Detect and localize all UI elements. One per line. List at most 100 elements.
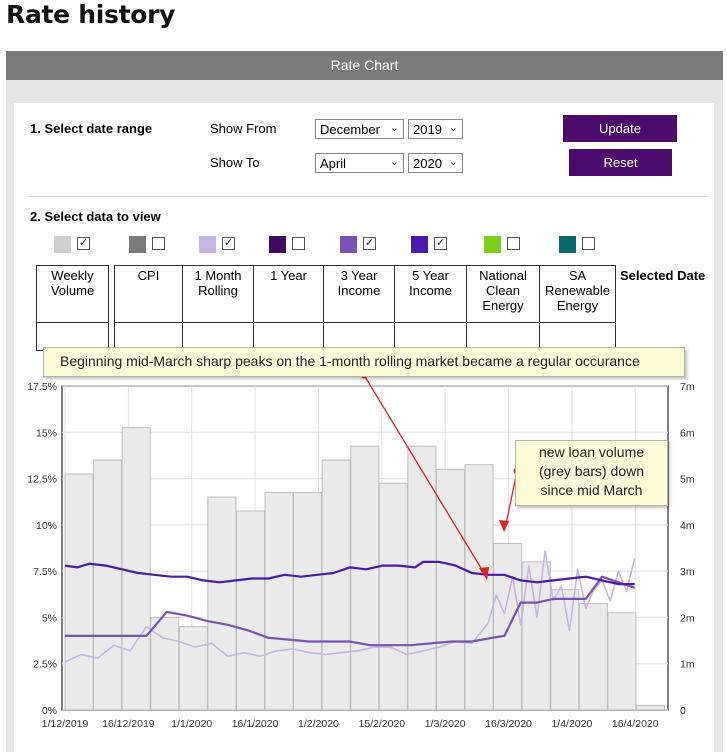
to-year-select[interactable]: 2020 ⌄: [408, 153, 463, 173]
volume-bar: [607, 612, 637, 711]
volume-bar: [121, 427, 151, 711]
header-line: 1 Month: [194, 268, 242, 283]
series-line: [64, 560, 635, 586]
checkbox-1-year[interactable]: [292, 237, 305, 250]
header-line: 3 Year: [340, 268, 378, 283]
checkbox-1-month-rolling[interactable]: ✓: [222, 237, 235, 250]
step2-label: 2. Select data to view: [30, 209, 161, 224]
header-line: Renewable: [544, 283, 611, 298]
volume-bar: [207, 496, 237, 711]
from-year-select[interactable]: 2019 ⌄: [408, 119, 463, 139]
volume-bar: [93, 459, 123, 711]
header-sa-renewable-energy: SA Renewable Energy: [539, 265, 616, 323]
volume-bar: [521, 561, 551, 711]
swatch-1-month-rolling: [199, 236, 216, 253]
annotation-side: new loan volume (grey bars) down since m…: [515, 440, 668, 506]
header-line: National: [479, 268, 527, 283]
selected-values-table: Weekly Volume CPI 1 Month Rolling 1 Year…: [36, 265, 616, 351]
arrowhead: [499, 520, 509, 532]
volume-bar: [350, 445, 380, 711]
header-3-year-income: 3 Year Income: [323, 265, 395, 323]
checkbox-cpi[interactable]: [152, 237, 165, 250]
volume-bar: [264, 491, 294, 711]
volume-bar: [578, 603, 608, 711]
header-line: Weekly: [51, 268, 94, 283]
value-1-year: [253, 322, 324, 351]
volume-bar: [64, 473, 94, 711]
to-month-value: April: [320, 156, 347, 171]
y-left-tick-label: 10%: [36, 520, 57, 532]
y-left-tick-label: 2.5%: [33, 659, 57, 671]
from-year-value: 2019: [413, 122, 442, 137]
x-tick-label: 16/4/2020: [612, 718, 659, 730]
value-cpi: [114, 322, 183, 351]
checkbox-sa-renewable-energy[interactable]: [582, 237, 595, 250]
x-tick-label: 16/12/2019: [102, 718, 155, 730]
series-line: [64, 549, 636, 663]
swatch-sa-renewable-energy: [559, 236, 576, 253]
header-line: Income: [409, 283, 452, 298]
swatch-cpi: [129, 236, 146, 253]
step1-label: 1. Select date range: [30, 121, 153, 136]
checkbox-5-year-income[interactable]: ✓: [434, 237, 447, 250]
chevron-down-icon: ⌄: [389, 156, 399, 168]
value-national-clean-energy: [466, 322, 540, 351]
x-tick-label: 16/1/2020: [232, 718, 279, 730]
header-5-year-income: 5 Year Income: [394, 265, 467, 323]
y-right-tick-label: 4m: [680, 520, 695, 532]
y-right-tick-label: 2m: [680, 612, 695, 624]
x-tick-label: 1/12/2019: [42, 718, 89, 730]
y-right-tick-label: 1m: [680, 659, 695, 671]
from-month-select[interactable]: December ⌄: [315, 119, 404, 139]
y-left-tick-label: 15%: [36, 427, 57, 439]
annotation-line: (grey bars) down: [538, 463, 645, 479]
volume-bar: [493, 542, 523, 711]
x-tick-label: 16/3/2020: [485, 718, 532, 730]
y-left-tick-label: 0%: [42, 705, 57, 717]
update-button[interactable]: Update: [563, 115, 677, 142]
volume-bar: [178, 626, 208, 711]
x-tick-label: 15/2/2020: [358, 718, 405, 730]
swatch-national-clean-energy: [484, 236, 501, 253]
checkbox-national-clean-energy[interactable]: [507, 237, 520, 250]
swatch-5-year-income: [411, 236, 428, 253]
checkbox-3-year-income[interactable]: ✓: [363, 237, 376, 250]
annotation-line: new loan volume: [538, 444, 645, 460]
x-tick-label: 1/3/2020: [425, 718, 466, 730]
checkbox-weekly-volume[interactable]: ✓: [77, 237, 90, 250]
show-to-label: Show To: [210, 155, 260, 170]
y-right-tick-label: 3m: [680, 566, 695, 578]
header-line: Income: [337, 283, 381, 298]
chevron-down-icon: ⌄: [448, 156, 458, 168]
volume-bar: [435, 468, 465, 711]
annotation-arrow: [363, 374, 488, 579]
header-line: 1 Year: [270, 268, 307, 283]
volume-bar: [378, 482, 408, 711]
header-line: CPI: [137, 268, 160, 283]
selected-date-label: Selected Date: [620, 268, 706, 283]
panel-header: Rate Chart: [6, 51, 723, 80]
header-1-month-rolling: 1 Month Rolling: [182, 265, 254, 323]
reset-button[interactable]: Reset: [569, 149, 672, 176]
section-divider: [28, 196, 708, 197]
chevron-down-icon: ⌄: [448, 122, 458, 134]
volume-bar: [550, 589, 580, 711]
x-axis: 1/12/2019 16/12/2019 1/1/2020 16/1/2020 1/2/…: [42, 718, 659, 730]
y-left-tick-label: 12.5%: [27, 474, 57, 486]
annotation-top: Beginning mid-March sharp peaks on the 1…: [43, 347, 685, 377]
annotation-line: since mid March: [540, 482, 643, 498]
y-axis-right: 0 1m 2m 3m 4m 5m 6m 7m: [680, 381, 695, 717]
swatch-1-year: [269, 236, 286, 253]
series-line: [65, 575, 635, 647]
x-tick-label: 1/1/2020: [171, 718, 212, 730]
chevron-down-icon: ⌄: [389, 122, 399, 134]
volume-bar: [321, 459, 351, 711]
header-weekly-volume: Weekly Volume: [36, 265, 109, 323]
volume-bar: [150, 616, 180, 711]
value-weekly-volume: [36, 322, 109, 351]
header-line: Rolling: [198, 283, 238, 298]
header-line: Clean: [486, 283, 520, 298]
to-month-select[interactable]: April ⌄: [315, 153, 404, 173]
y-right-tick-label: 6m: [680, 427, 695, 439]
volume-bar: [293, 491, 323, 711]
